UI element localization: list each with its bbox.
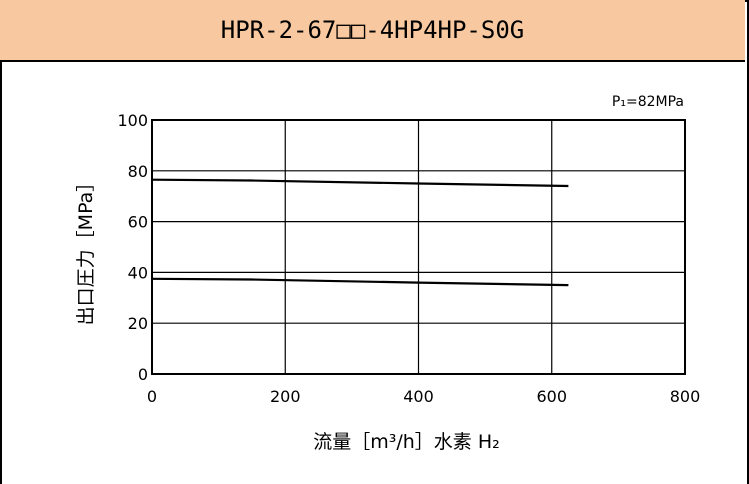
x-axis-title: 流量［m³/h］水素 H₂	[313, 431, 500, 453]
x-tick-label: 200	[270, 387, 301, 406]
inlet-pressure-note: P₁=82MPa	[612, 94, 684, 110]
y-tick-label: 80	[128, 162, 148, 181]
model-title: HPR-2-67□□-4HP4HP-S0G	[220, 16, 525, 44]
series-lines	[151, 178, 569, 287]
series-line-2	[151, 277, 569, 287]
x-tick-label: 400	[403, 387, 434, 406]
x-tick-label: 600	[536, 387, 567, 406]
tick-labels: 0 200 400 600 800 0 20 40 60 80 100	[117, 111, 700, 406]
y-axis-title: 出口圧力［MPa］	[75, 173, 97, 326]
chart-header: HPR-2-67□□-4HP4HP-S0G	[0, 0, 745, 62]
y-tick-label: 100	[117, 111, 148, 130]
x-tick-label: 800	[670, 387, 701, 406]
y-tick-label: 20	[128, 314, 148, 333]
y-tick-label: 0	[138, 365, 148, 384]
y-tick-label: 60	[128, 213, 148, 232]
grid	[152, 120, 685, 374]
x-tick-label: 0	[147, 387, 157, 406]
plot-border	[151, 119, 686, 375]
y-tick-label: 40	[128, 263, 148, 282]
series-line-1	[151, 178, 569, 188]
